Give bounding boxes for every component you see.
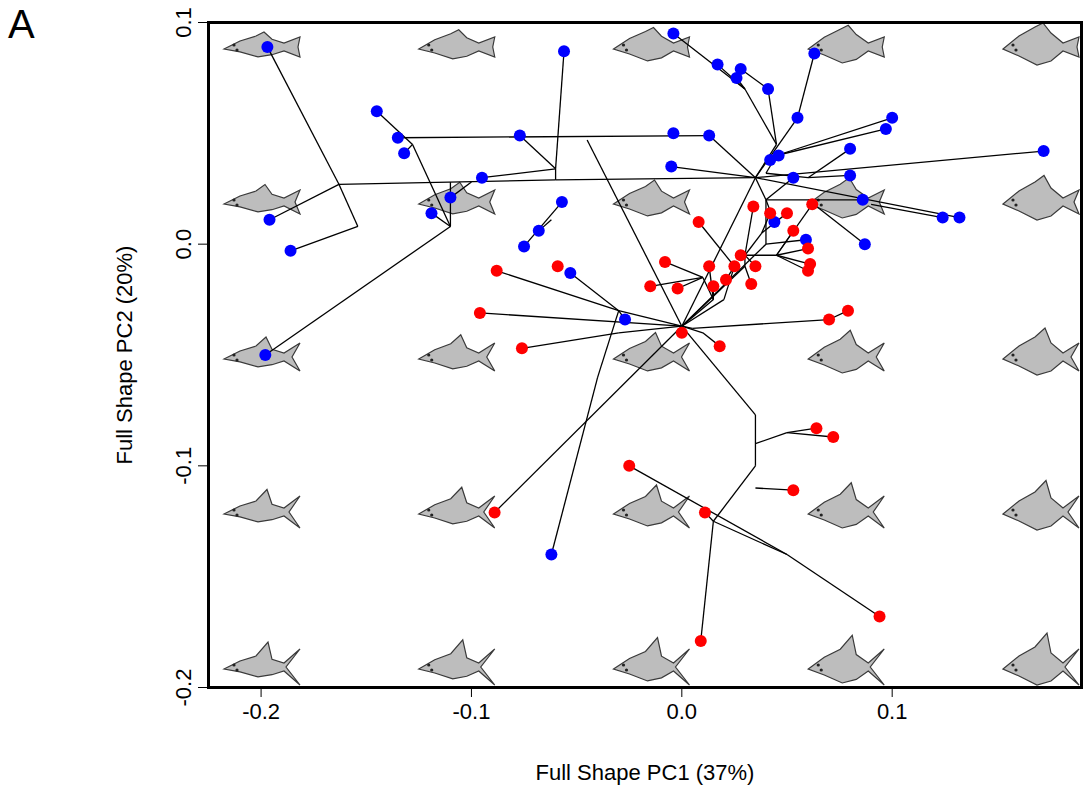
svg-text:0.1: 0.1 bbox=[877, 699, 908, 724]
html-text:A: A bbox=[8, 2, 35, 46]
svg-text:-0.1: -0.1 bbox=[171, 447, 196, 485]
svg-text:-0.2: -0.2 bbox=[242, 699, 280, 724]
svg-text:Full Shape PC1 (37%): Full Shape PC1 (37%) bbox=[536, 760, 755, 785]
svg-text:0.0: 0.0 bbox=[667, 699, 698, 724]
svg-text:-0.1: -0.1 bbox=[452, 699, 490, 724]
svg-text:0.1: 0.1 bbox=[171, 7, 196, 38]
svg-text:0.0: 0.0 bbox=[171, 229, 196, 260]
svg-text:Full Shape PC2 (20%): Full Shape PC2 (20%) bbox=[112, 246, 137, 465]
svg-text:-0.2: -0.2 bbox=[171, 669, 196, 707]
